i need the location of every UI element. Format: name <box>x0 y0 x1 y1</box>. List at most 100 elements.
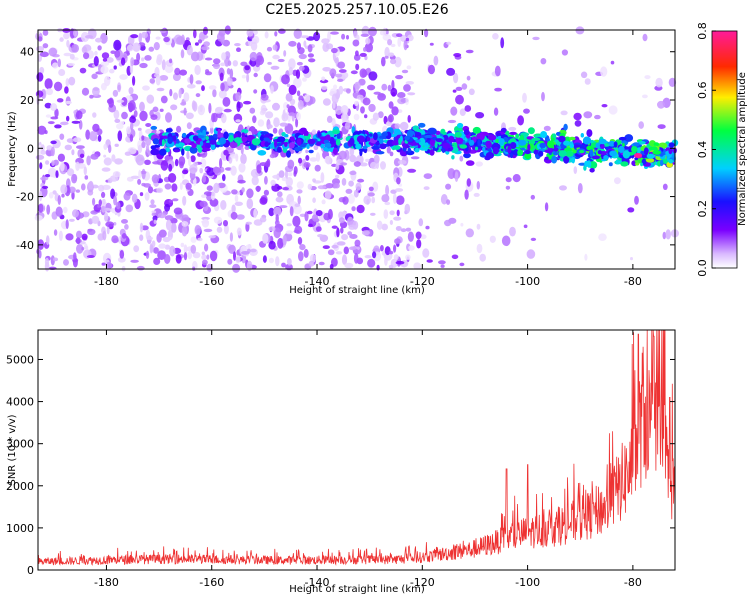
spectrogram-cell <box>513 149 519 156</box>
spectrogram-cell <box>58 230 63 241</box>
spectrogram-cell <box>157 250 167 260</box>
spectrogram-cell <box>353 189 359 198</box>
spectrogram-cell <box>204 71 213 76</box>
spectrogram-cell <box>151 212 156 216</box>
spectrogram-cell <box>269 153 276 159</box>
spectrogram-cell <box>589 149 594 158</box>
spectrogram-cell <box>218 29 226 37</box>
spectrogram-cell <box>256 185 261 193</box>
spectrogram-cell <box>108 97 114 108</box>
spectrogram-cell <box>174 158 179 167</box>
spectrogram-cell <box>230 211 238 220</box>
spectrogram-cell <box>273 206 282 217</box>
spectrogram-cell <box>414 147 420 153</box>
spectrogram-cell <box>85 129 91 140</box>
spectrogram-cell <box>354 239 361 247</box>
spectrogram-cell <box>101 262 106 266</box>
spectrogram-plot: -180 -160 -140 -120 -100 -80 -40 -20 0 20 40 Heig… <box>7 25 680 296</box>
spectrogram-cell <box>257 150 267 156</box>
spectrogram-cell <box>139 222 144 233</box>
spectrogram-cell <box>121 233 127 239</box>
spectrogram-cell <box>644 75 651 80</box>
spectrogram-cell <box>349 170 357 176</box>
spectrogram-cell <box>501 235 511 247</box>
spectrogram-cell <box>139 192 144 197</box>
spectrogram-cell <box>150 199 155 205</box>
spectrogram-cell <box>155 36 161 40</box>
spectrogram-cell <box>386 146 391 154</box>
spectrogram-cell <box>573 112 582 121</box>
spectrogram-cell <box>176 139 180 144</box>
spectrogram-cell <box>465 228 474 238</box>
spectrogram-cell <box>272 127 278 134</box>
spectrogram-cell <box>83 166 88 176</box>
spectrogram-cell <box>208 85 217 90</box>
spectrogram-cell <box>332 129 340 135</box>
spectrogram-cell <box>407 168 417 173</box>
spectrogram-frame <box>37 29 676 270</box>
spectrogram-cell <box>108 144 112 153</box>
spectrogram-cell <box>311 129 317 135</box>
spectrogram-cell <box>124 224 129 230</box>
spectrogram-cell <box>356 135 365 143</box>
spectrogram-cell <box>326 115 333 123</box>
y-tick-label: 0 <box>27 142 34 155</box>
spectrogram-cell <box>363 47 367 52</box>
spectrogram-cell <box>397 92 406 99</box>
spectrogram-cell <box>69 218 75 222</box>
spectrogram-cell <box>139 101 145 113</box>
spectrogram-cell <box>338 217 345 224</box>
spectrogram-cell <box>368 103 376 113</box>
spectrogram-cell <box>201 251 205 256</box>
spectrogram-cell <box>65 100 72 105</box>
spectrogram-y-ticks: -40 -20 0 20 40 <box>16 46 675 252</box>
spectrogram-cell <box>116 123 124 130</box>
spectrogram-cell <box>141 57 145 62</box>
spectrogram-cell <box>267 124 273 129</box>
spectrogram-cell <box>102 198 106 205</box>
spectrogram-cell <box>642 33 648 42</box>
spectrogram-cell <box>459 144 468 149</box>
spectrogram-cell <box>112 171 121 178</box>
spectrogram-cell <box>404 97 409 106</box>
spectrogram-cell <box>180 49 185 59</box>
spectrogram-cell <box>662 231 667 240</box>
spectrogram-cell <box>133 110 138 118</box>
spectrogram-cell <box>238 163 246 173</box>
spectrogram-cell <box>313 144 319 151</box>
spectrogram-cell <box>142 85 150 91</box>
spectrogram-cell <box>139 234 144 241</box>
spectrogram-cell <box>500 37 505 49</box>
spectrogram-cell <box>66 39 70 48</box>
spectrogram-cell <box>60 121 69 126</box>
spectrogram-cell <box>262 255 267 263</box>
spectrogram-cell <box>75 161 80 171</box>
spectrogram-cell <box>137 144 143 154</box>
spectrogram-cell <box>264 175 268 185</box>
spectrogram-cell <box>197 104 205 116</box>
spectrogram-cell <box>230 165 237 176</box>
spectrogram-cell <box>517 149 524 157</box>
spectrogram-cell <box>227 60 232 66</box>
spectrogram-cell <box>333 84 338 90</box>
y-tick-label: -20 <box>16 191 34 204</box>
spectrogram-cell <box>112 210 116 214</box>
spectrogram-cell <box>199 34 209 39</box>
y-tick-label: 3000 <box>6 438 34 451</box>
spectrogram-cell <box>631 145 638 154</box>
spectrogram-cell <box>465 160 475 166</box>
spectrogram-cell <box>344 262 354 269</box>
spectrogram-cell <box>641 158 647 165</box>
spectrogram-cell <box>45 114 52 118</box>
spectrogram-cell <box>321 199 326 205</box>
spectrogram-cell <box>159 108 164 113</box>
spectrogram-cell <box>309 254 316 263</box>
spectrogram-cell <box>293 28 302 39</box>
spectrogram-cell <box>60 184 68 194</box>
spectrogram-cell <box>72 209 79 218</box>
spectrogram-cell <box>120 57 126 66</box>
spectrogram-cell <box>385 184 390 196</box>
spectrogram-cell <box>380 245 384 252</box>
spectrogram-cell <box>156 233 162 243</box>
spectrogram-cell <box>139 110 148 122</box>
